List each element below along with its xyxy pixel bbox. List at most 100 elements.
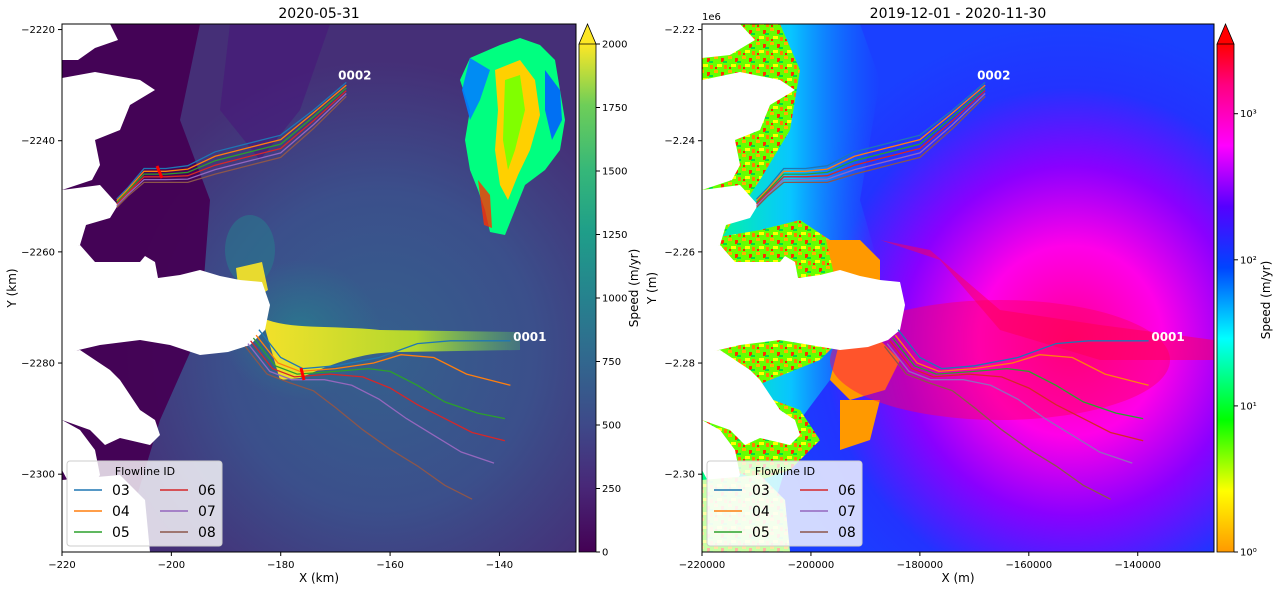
panel-title-left: 2020-05-31 bbox=[278, 6, 359, 22]
legend-label-05: 05 bbox=[112, 525, 130, 541]
colorbar-gradient-left bbox=[579, 44, 596, 552]
y-tick-label: −2300 bbox=[21, 470, 55, 481]
legend-label-04: 04 bbox=[112, 504, 130, 520]
colorbar-ticks-right: 10⁰ 10¹ 10² 10³ bbox=[1234, 109, 1257, 559]
colorbar-ticks-left: 0 250 500 750 1000 1250 1500 1750 2000 bbox=[596, 40, 627, 559]
y-tick-label: −2.28 bbox=[664, 359, 695, 370]
x-axis-label-right: X (m) bbox=[941, 571, 974, 585]
colorbar-gradient-right bbox=[1217, 44, 1234, 552]
colorbar-tick-label: 2000 bbox=[602, 40, 627, 51]
colorbar-tick-label: 10¹ bbox=[1240, 401, 1257, 412]
colorbar-label-left: Speed (m/yr) bbox=[627, 249, 641, 328]
legend-label-07: 07 bbox=[838, 504, 856, 520]
flowline-05 bbox=[252, 337, 506, 420]
flowlines-left bbox=[116, 81, 511, 500]
legend-entries-left: 03 04 05 06 07 08 bbox=[74, 483, 216, 541]
y-tick-label: −2280 bbox=[21, 359, 55, 370]
colorbar-tick-label: 1000 bbox=[602, 294, 627, 305]
legend-label-07: 07 bbox=[198, 504, 216, 520]
flowline-03 bbox=[258, 329, 511, 370]
x-tick-label: −220 bbox=[48, 560, 75, 571]
plot-frame-left bbox=[61, 23, 577, 553]
flowline-03 bbox=[897, 329, 1149, 370]
colorbar-tick-label: 750 bbox=[602, 357, 621, 368]
legend-label-06: 06 bbox=[838, 483, 856, 499]
colorbar-tick-label: 1500 bbox=[602, 167, 627, 178]
glacier-label-0002: 0002 bbox=[338, 69, 371, 83]
flowline-06 bbox=[756, 90, 986, 205]
y-tick-label: −2260 bbox=[21, 247, 55, 258]
speed-map-panel-right: 0002 0001 −220000 −200000 −180000 −160000 −1… bbox=[645, 6, 1215, 585]
legend-label-04: 04 bbox=[752, 504, 770, 520]
x-tick-label: −180 bbox=[267, 560, 294, 571]
y-tick-label: −2220 bbox=[21, 25, 55, 36]
flowline-03 bbox=[756, 81, 986, 200]
legend-label-03: 03 bbox=[112, 483, 130, 499]
colorbar-left: 0 250 500 750 1000 1250 1500 1750 2000 Speed (m/… bbox=[578, 22, 641, 559]
flowline-08 bbox=[883, 345, 1111, 500]
legend-right: Flowline ID 03 04 05 06 07 08 bbox=[706, 460, 863, 547]
flowline-04 bbox=[255, 334, 511, 386]
colorbar-tick-label: 250 bbox=[602, 484, 621, 495]
colorbar-label-right: Speed (m/yr) bbox=[1259, 261, 1273, 340]
flowline-07 bbox=[886, 343, 1133, 464]
colorbar-right: 10⁰ 10¹ 10² 10³ Speed (m/yr) bbox=[1216, 22, 1273, 559]
colorbar-tick-label: 1250 bbox=[602, 230, 627, 241]
flowline-07 bbox=[116, 93, 347, 207]
terminus-marker-0001 bbox=[299, 367, 306, 381]
legend-left: Flowline ID 03 04 05 06 07 08 bbox=[66, 460, 223, 547]
panel-title-right: 2019-12-01 - 2020-11-30 bbox=[870, 6, 1047, 22]
y-axis-ticks-left: −2220 −2240 −2260 −2280 −2300 bbox=[21, 25, 62, 481]
flowlines-right bbox=[756, 81, 1149, 500]
speed-raster-right bbox=[702, 24, 1214, 552]
x-tick-label: −200 bbox=[158, 560, 185, 571]
colorbar-tick-label: 10² bbox=[1240, 255, 1257, 266]
legend-label-08: 08 bbox=[198, 525, 216, 541]
flowline-04 bbox=[116, 84, 347, 202]
legend-entries-right: 03 04 05 06 07 08 bbox=[714, 483, 856, 541]
flowline-05 bbox=[116, 87, 347, 203]
colorbar-tick-label: 10⁰ bbox=[1240, 548, 1257, 559]
terminus-marker-0002 bbox=[155, 165, 164, 179]
y-tick-label: −2240 bbox=[21, 136, 55, 147]
x-tick-label: −140 bbox=[486, 560, 513, 571]
flowline-06 bbox=[250, 340, 506, 442]
flowline-05 bbox=[892, 337, 1144, 420]
legend-title: Flowline ID bbox=[115, 465, 175, 478]
flowline-07 bbox=[247, 343, 495, 464]
colorbar-tick-label: 0 bbox=[602, 548, 608, 559]
y-offset-text: 1e6 bbox=[702, 12, 721, 23]
flowline-04 bbox=[756, 84, 986, 202]
y-axis-label-left: Y (km) bbox=[5, 268, 19, 308]
x-tick-label: −140000 bbox=[1114, 560, 1161, 571]
flowline-06 bbox=[116, 90, 347, 205]
y-tick-label: −2.22 bbox=[664, 25, 695, 36]
glacier-label-0001: 0001 bbox=[513, 330, 546, 344]
legend-label-06: 06 bbox=[198, 483, 216, 499]
flowline-08 bbox=[244, 345, 473, 500]
speed-map-panel-left: 0002 0001 −220 −200 −180 −160 −140 −2220 −224… bbox=[5, 6, 577, 585]
legend-title: Flowline ID bbox=[755, 465, 815, 478]
flowline-06 bbox=[889, 340, 1144, 442]
x-tick-label: −200000 bbox=[788, 560, 835, 571]
x-tick-label: −220000 bbox=[679, 560, 726, 571]
x-axis-ticks-right: −220000 −200000 −180000 −160000 −140000 bbox=[679, 552, 1161, 571]
legend-label-08: 08 bbox=[838, 525, 856, 541]
flowline-07 bbox=[756, 93, 986, 207]
flowline-08 bbox=[756, 95, 986, 208]
colorbar-extend-arrow-right bbox=[1216, 22, 1235, 45]
flowline-05 bbox=[756, 87, 986, 203]
flowline-04 bbox=[894, 334, 1149, 386]
x-axis-ticks-left: −220 −200 −180 −160 −140 bbox=[48, 552, 513, 571]
y-axis-label-right: Y (m) bbox=[645, 272, 659, 305]
colorbar-tick-label: 10³ bbox=[1240, 109, 1257, 120]
colorbar-extend-arrow-left bbox=[578, 22, 597, 45]
colorbar-tick-label: 1750 bbox=[602, 103, 627, 114]
glacier-label-0002: 0002 bbox=[977, 69, 1010, 83]
x-tick-label: −160000 bbox=[1006, 560, 1053, 571]
x-tick-label: −180000 bbox=[897, 560, 944, 571]
colorbar-tick-label: 500 bbox=[602, 421, 621, 432]
x-axis-label-left: X (km) bbox=[299, 571, 339, 585]
legend-label-03: 03 bbox=[752, 483, 770, 499]
y-tick-label: −2.24 bbox=[664, 136, 695, 147]
